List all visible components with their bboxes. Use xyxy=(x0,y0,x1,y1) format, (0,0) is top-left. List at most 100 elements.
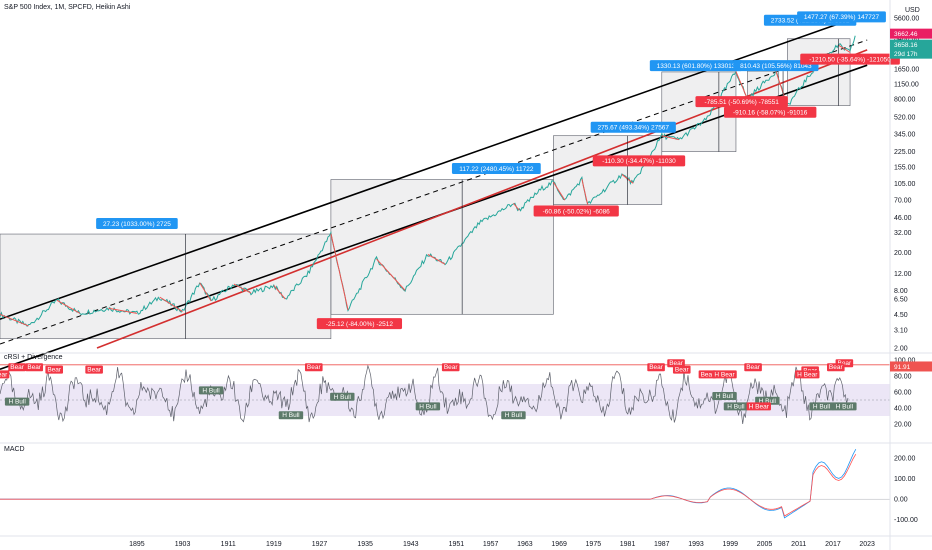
x-tick-label: 1951 xyxy=(449,541,465,548)
rsi-signal-bg xyxy=(667,359,685,368)
x-tick-label: 2005 xyxy=(757,541,773,548)
gain-label: 1477.27 (67.39%) 147727 xyxy=(797,11,886,23)
range-box xyxy=(787,38,851,106)
rsi-signal-bg xyxy=(25,363,44,372)
rsi-signal-text: Bear xyxy=(10,364,25,371)
gain-label: 27.23 (1033.00%) 2725 xyxy=(96,217,178,229)
loss-label-bg xyxy=(316,318,403,330)
price-decline-segment xyxy=(552,181,566,201)
rsi-signal-bg xyxy=(744,363,762,372)
rsi-badge xyxy=(890,361,932,372)
rsi-signal-bg xyxy=(45,365,63,374)
price-decline-segment xyxy=(273,285,286,300)
rsi-signal-bg xyxy=(198,386,224,395)
price-tick-label: 225.00 xyxy=(894,149,916,156)
loss-label-text: -910.16 (-58.07%) -91016 xyxy=(733,110,808,117)
price-tick-label: 3460.00 xyxy=(894,36,919,43)
rsi-tick-label: 80.00 xyxy=(894,374,912,381)
loss-label-bg xyxy=(695,96,788,108)
gain-label-bg xyxy=(733,60,819,72)
loss-label-text: -1210.50 (-35.64%) -121050 xyxy=(809,56,891,63)
rsi-line xyxy=(0,364,849,425)
macd-tick-label: 200.00 xyxy=(894,456,916,463)
loss-label: -110.30 (-34.47%) -11030 xyxy=(592,155,686,167)
x-tick-label: 1987 xyxy=(654,541,670,548)
rsi-signal-bg xyxy=(723,402,749,411)
gain-label-text: 810.43 (105.56%) 81043 xyxy=(740,63,812,70)
loss-label: -1210.50 (-35.64%) -121050 xyxy=(800,53,900,65)
loss-label-text: -25.12 (-84.00%) -2512 xyxy=(326,321,394,328)
price-pane: 27.23 (1033.00%) 2725 117.22 (2480.45%) 1… xyxy=(0,11,900,370)
gain-label-bg xyxy=(451,162,541,174)
rsi-signal-bg xyxy=(4,397,30,406)
price-tick-label: 2.00 xyxy=(894,346,908,353)
x-tick-label: 1981 xyxy=(620,541,636,548)
macd-line xyxy=(0,449,857,519)
x-tick-label: 1993 xyxy=(688,541,704,548)
rsi-signal-bg xyxy=(304,363,323,372)
macd-pane-title: MACD xyxy=(4,446,25,453)
price-tick-label: 6.50 xyxy=(894,296,908,303)
rsi-signal-text: Bear xyxy=(87,367,102,374)
loss-label: -785.51 (-50.69%) -78551 xyxy=(695,96,788,108)
rsi-signal-text: Bear xyxy=(649,364,664,371)
gain-label: 117.22 (2480.45%) 11722 xyxy=(451,162,541,174)
rsi-signal-text: H Bull xyxy=(813,403,831,410)
loss-label: -910.16 (-58.07%) -91016 xyxy=(723,106,817,118)
loss-label-bg xyxy=(723,106,817,118)
price-badge xyxy=(890,39,932,50)
x-tick-label: 1943 xyxy=(403,541,419,548)
rsi-signal-bg xyxy=(832,402,857,411)
rsi-signal-bg xyxy=(698,370,717,379)
x-tick-label: 1927 xyxy=(312,541,328,548)
price-series-line xyxy=(0,35,856,328)
rsi-signal-bg xyxy=(795,370,820,379)
macd-tick-label: -100.00 xyxy=(894,517,918,524)
price-decline-segment xyxy=(233,283,252,294)
rsi-signal-text: H Bear xyxy=(797,371,818,378)
rsi-signal-text: Bear xyxy=(675,367,690,374)
rsi-signal-bg xyxy=(415,402,441,411)
rsi-signal-text: H Bear xyxy=(749,403,770,410)
rsi-signal-bg xyxy=(809,402,834,411)
price-badge xyxy=(890,48,932,59)
price-tick-label: 155.00 xyxy=(894,165,916,172)
x-tick-label: 1957 xyxy=(483,541,499,548)
rsi-signal-text: H Bull xyxy=(716,393,734,400)
price-tick-label: 32.00 xyxy=(894,230,912,237)
loss-label: -60.86 (-50.02%) -6086 xyxy=(533,205,619,217)
loss-label-text: -60.86 (-50.02%) -6086 xyxy=(543,208,611,215)
rsi-signal-text: Bear xyxy=(27,364,42,371)
loss-label-bg xyxy=(592,155,686,167)
gain-label-text: 1477.27 (67.39%) 147727 xyxy=(804,14,880,21)
gain-label-text: 27.23 (1033.00%) 2725 xyxy=(103,221,171,228)
x-tick-label: 1903 xyxy=(175,541,191,548)
price-tick-label: 70.00 xyxy=(894,198,912,205)
price-tick-label: 3.10 xyxy=(894,327,908,334)
rsi-signal-bg xyxy=(441,363,460,372)
price-tick-label: 345.00 xyxy=(894,131,916,138)
rsi-signal-text: Bear xyxy=(829,364,844,371)
rsi-signal-bg xyxy=(672,365,691,374)
x-tick-label: 1969 xyxy=(551,541,567,548)
price-tick-label: 5600.00 xyxy=(894,16,919,23)
rsi-signal-text: Bear xyxy=(669,360,684,367)
rsi-signal-bg xyxy=(647,363,665,372)
price-tick-label: 8.00 xyxy=(894,288,908,295)
loss-label-text: -785.51 (-50.69%) -78551 xyxy=(704,99,779,106)
macd-tick-label: 0.00 xyxy=(894,497,908,504)
signal-line xyxy=(0,453,857,517)
gain-label-text: 117.22 (2480.45%) 11722 xyxy=(459,166,534,173)
x-tick-label: 1935 xyxy=(357,541,373,548)
price-decline-segment xyxy=(735,71,748,100)
loss-label-bg xyxy=(533,205,619,217)
gain-label-text: 1330.13 (601.80%) 133013 xyxy=(657,63,736,70)
rsi-signal-bg xyxy=(712,370,737,379)
rsi-signal-text: Bear xyxy=(307,364,322,371)
gain-label-bg xyxy=(96,217,178,229)
macd-pane xyxy=(0,449,890,519)
rsi-signal-bg xyxy=(827,363,845,372)
rsi-signal-text: H Bull xyxy=(505,412,523,419)
